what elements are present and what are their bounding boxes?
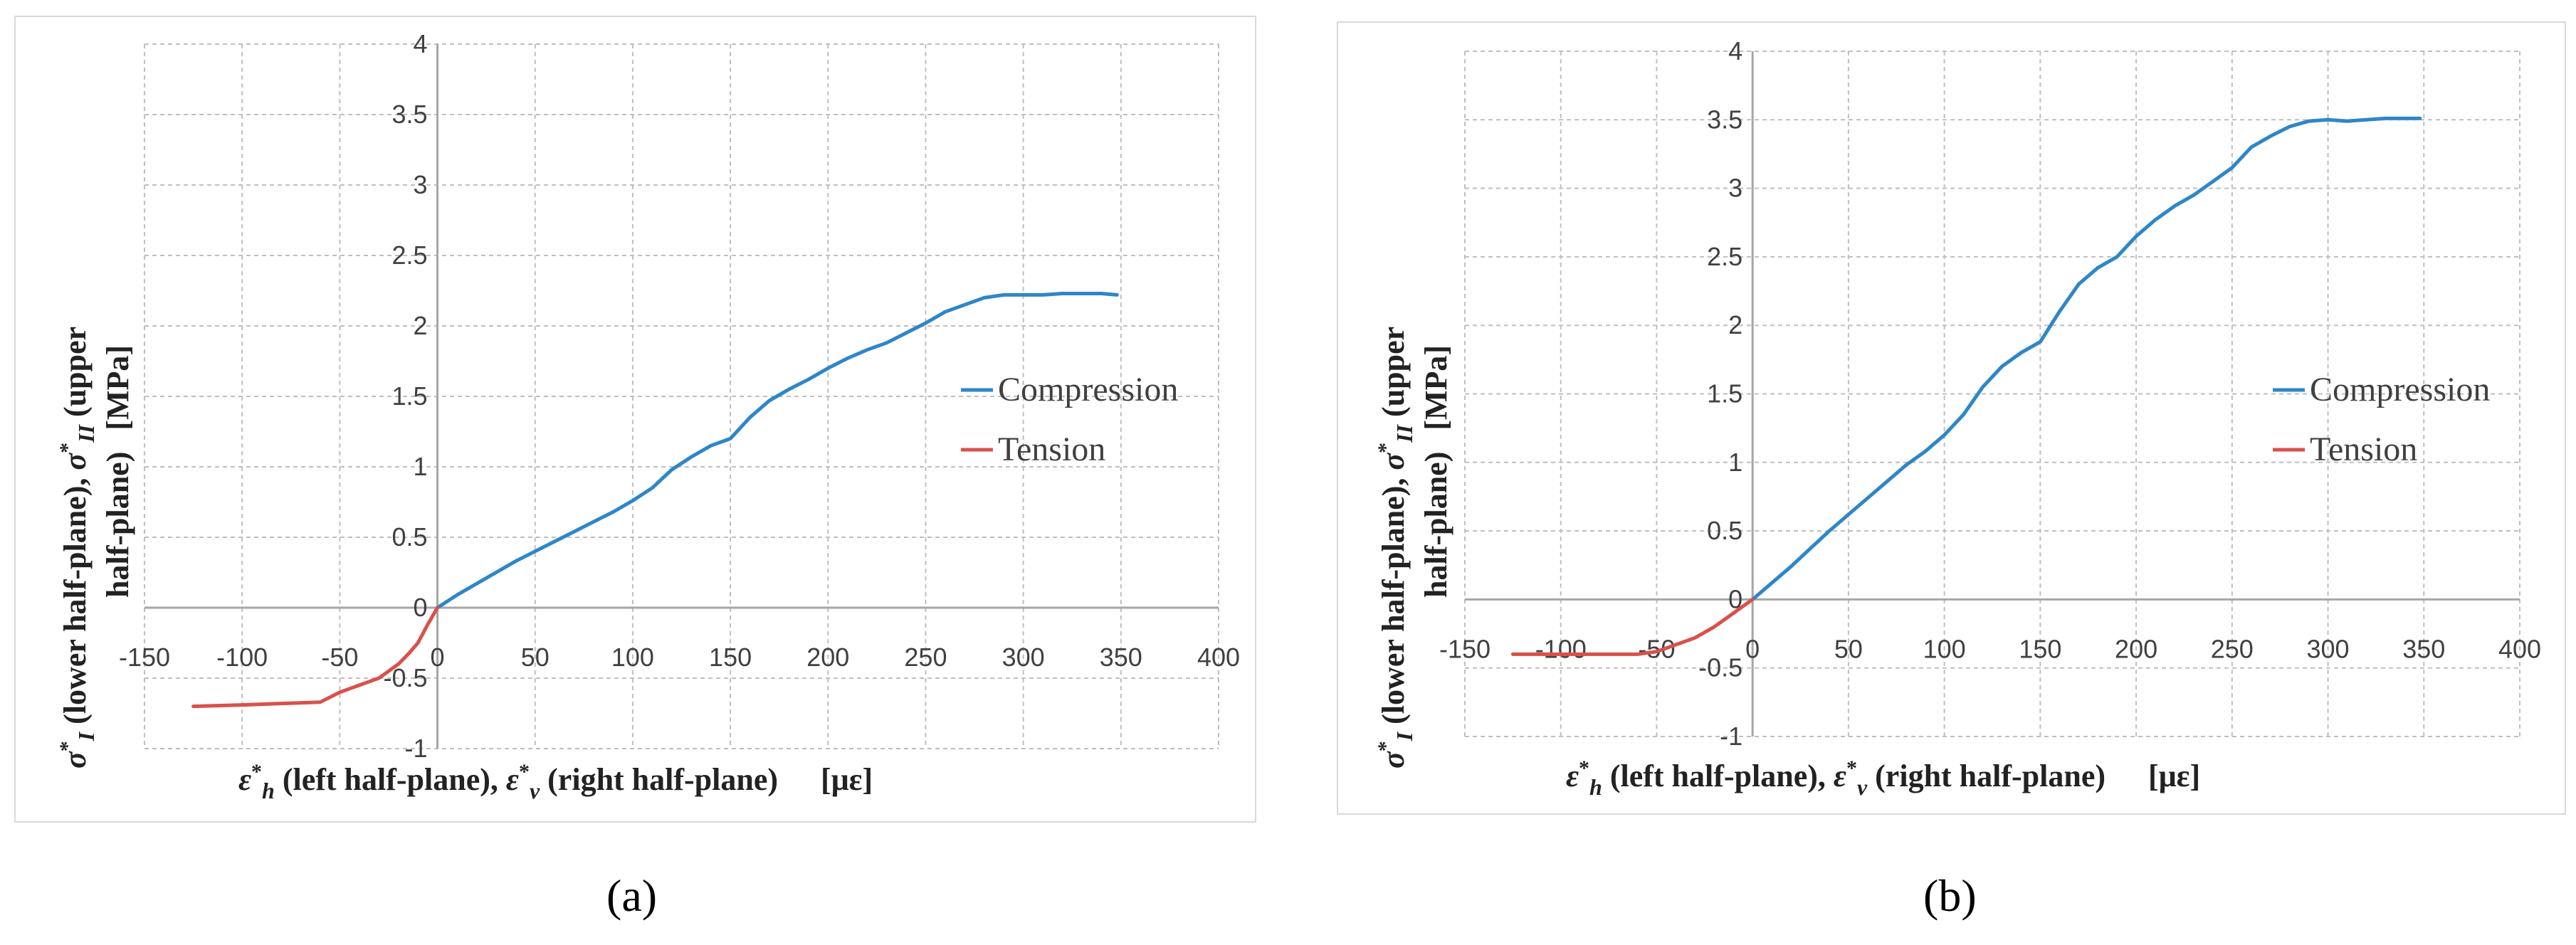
x-tick-label: -150 (1439, 634, 1491, 663)
series-b (1510, 116, 2422, 656)
x-tick-label: 250 (904, 643, 947, 672)
x-tick-label: 300 (1002, 643, 1045, 672)
legend-compression-label-a: Compression (998, 371, 1178, 408)
y-tick-label: -0.5 (383, 663, 427, 692)
legend-tension-label-a: Tension (998, 431, 1105, 468)
chart-a: -150 -100 -50 0 50 100 150 200 250 300 350 400 -1 -0… (56, 29, 1240, 803)
y-tick-label: 0.5 (1707, 516, 1742, 545)
y-axis-title-a: σ*I (lower half-plane), σ*II (upper half… (56, 327, 135, 769)
ylabel-sub-I: I (73, 731, 99, 741)
ylabel-star-2: * (56, 443, 79, 453)
x-tick-label: 400 (2498, 634, 2541, 663)
y-tick-label: 3.5 (1707, 105, 1742, 134)
legend-a: Compression Tension (961, 371, 1178, 468)
svg-text:σ*I (lower half-plane), σ*II (: σ*I (lower half-plane), σ*II (upper (1374, 327, 1417, 769)
x-tick-label: -50 (1638, 634, 1675, 663)
y-tick-label: 3 (414, 170, 428, 199)
y-tick-label: 3.5 (391, 100, 427, 129)
x-tick-label: 50 (1834, 634, 1863, 663)
y-tick-label: 2.5 (1707, 242, 1742, 271)
y-tick-label: 2.5 (391, 241, 427, 270)
x-tick-label: 200 (2115, 634, 2157, 663)
y-tick-label: -1 (405, 734, 428, 763)
x-tick-label: 400 (1197, 643, 1240, 672)
chart-panel-a (14, 16, 1256, 823)
axes-b (1465, 51, 2520, 737)
series-line-compression-b (1750, 116, 2422, 601)
chart-panel-b (1337, 21, 2566, 815)
ylabel-sub-II: II (73, 423, 99, 443)
x-axis-title-a: ε*h (left half-plane), ε*v (right half-p… (238, 760, 873, 803)
x-tick-labels-a: -150 -100 -50 0 50 100 150 200 250 300 350 400 (119, 643, 1240, 672)
x-tick-label: -50 (321, 643, 358, 672)
x-axis-title-b: ε*h (left half-plane), ε*v (right half-p… (1566, 756, 2200, 800)
series-line-tension-b (1510, 597, 1755, 656)
y-tick-label: 1.5 (1707, 379, 1742, 408)
x-tick-label: 150 (2019, 634, 2061, 663)
y-tick-label: 2 (414, 311, 428, 340)
y-tick-label: 4 (1728, 36, 1742, 65)
y-tick-label: -1 (1720, 722, 1742, 751)
x-tick-label: 100 (1923, 634, 1966, 663)
series-a (191, 292, 1119, 709)
y-tick-labels-b: -1 -0.5 0 0.5 1 1.5 2 2.5 3 3.5 4 (1698, 36, 1742, 751)
legend-tension-label-b: Tension (2310, 431, 2417, 468)
x-tick-label: 0 (1745, 634, 1760, 663)
axes-a (144, 44, 1219, 749)
x-tick-labels-b: -150 -100 -50 0 50 100 150 200 250 300 350 400 (1439, 634, 2541, 663)
x-tick-label: -100 (1535, 634, 1587, 663)
y-tick-label: -0.5 (1698, 653, 1742, 682)
x-tick-label: 200 (806, 643, 849, 672)
ylabel-upper: (upper (58, 327, 93, 425)
panel-label-a: (a) (606, 870, 658, 921)
y-tick-label: 0 (1728, 584, 1742, 613)
y-tick-label: 1 (414, 452, 428, 481)
svg-text:half-plane)[MPa]: half-plane)[MPa] (1419, 345, 1453, 598)
ylabel-lower: (lower half-plane), (58, 470, 93, 732)
x-tick-label: -150 (119, 643, 170, 672)
x-tick-label: 350 (1100, 643, 1142, 672)
ylabel-star: * (56, 741, 79, 751)
series-line-tension-a (191, 606, 439, 709)
ylabel-unit: [MPa] (100, 345, 135, 431)
x-tick-label: -100 (216, 643, 268, 672)
y-axis-title-b: σ*I (lower half-plane), σ*II (upper half… (1374, 327, 1453, 769)
panel-label-b: (b) (1923, 870, 1977, 921)
ylabel-sigma: σ (58, 751, 93, 769)
y-tick-labels-a: -1 -0.5 0 0.5 1 1.5 2 2.5 3 3.5 4 (383, 29, 427, 763)
svg-text:σ*I (lower half-plane), σ*II (: σ*I (lower half-plane), σ*II (upper (56, 327, 99, 769)
y-tick-label: 1 (1728, 448, 1742, 477)
svg-text:half-plane)[MPa]: half-plane) [MPa] (100, 345, 135, 598)
x-tick-label: 100 (611, 643, 654, 672)
y-tick-label: 0.5 (391, 522, 427, 551)
chart-b: -150 -100 -50 0 50 100 150 200 250 300 350 400 -1 -0… (1374, 36, 2541, 800)
ylabel-line2: half-plane) (100, 452, 135, 598)
y-tick-label: 0 (414, 593, 428, 622)
y-tick-label: 2 (1728, 310, 1742, 339)
x-tick-label: 50 (521, 643, 550, 672)
x-tick-label: 250 (2211, 634, 2254, 663)
ylabel-sigma-2: σ (58, 453, 93, 470)
series-line-compression-a (436, 292, 1119, 610)
y-tick-label: 1.5 (391, 381, 427, 411)
x-tick-label: 150 (709, 643, 752, 672)
y-tick-label: 4 (414, 29, 428, 58)
x-tick-label: 300 (2307, 634, 2350, 663)
y-tick-label: 3 (1728, 174, 1742, 203)
x-tick-label: 0 (431, 643, 445, 672)
legend-compression-label-b: Compression (2310, 371, 2490, 408)
x-tick-label: 350 (2402, 634, 2445, 663)
legend-b: Compression Tension (2273, 371, 2490, 468)
